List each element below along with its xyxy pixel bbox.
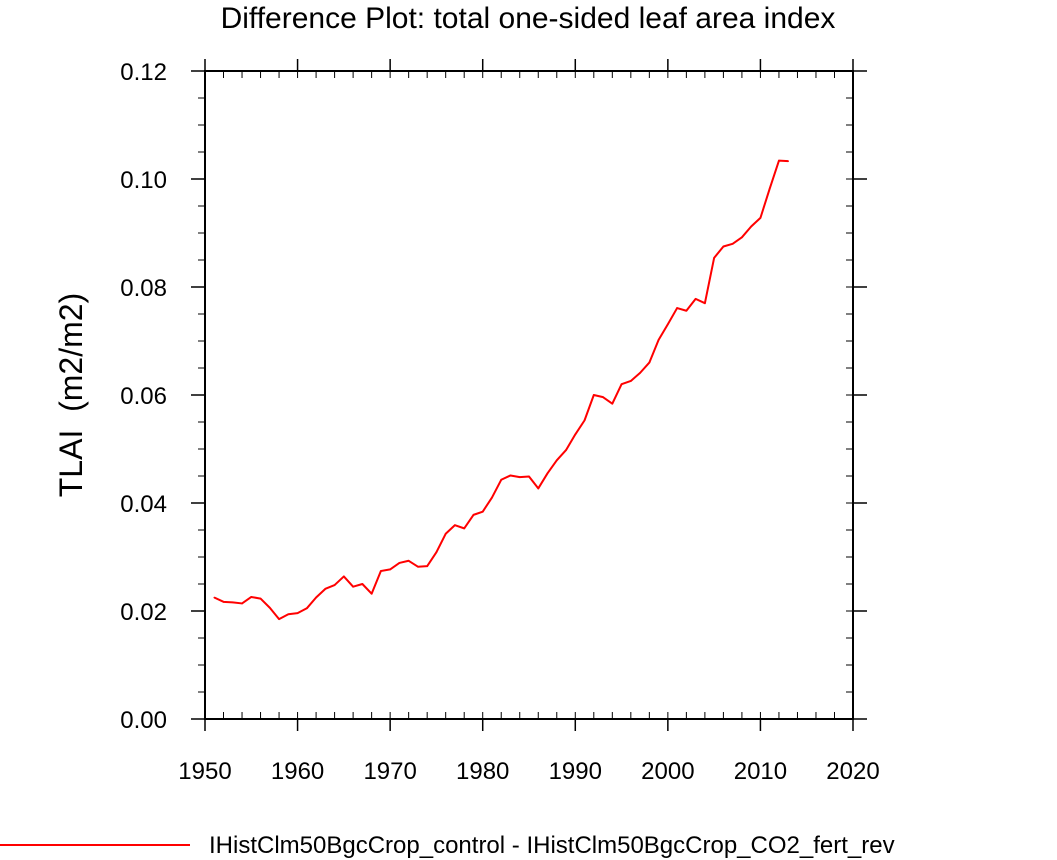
y-minor-ticks <box>198 70 853 720</box>
data-point <box>787 160 789 162</box>
data-point <box>370 592 373 595</box>
data-point <box>435 551 438 553</box>
data-point <box>630 380 632 382</box>
data-point <box>333 584 336 586</box>
data-point <box>741 236 743 239</box>
x-tick-label: 1960 <box>271 758 324 785</box>
data-point <box>454 524 456 526</box>
data-point <box>463 527 466 530</box>
y-tick-label: 0.12 <box>120 59 167 86</box>
data-point <box>731 243 734 245</box>
data-point <box>722 245 725 248</box>
data-point <box>611 402 614 405</box>
data-point <box>491 496 493 499</box>
data-point <box>778 159 780 162</box>
data-point <box>528 475 530 478</box>
x-tick-label: 1980 <box>456 758 509 785</box>
data-point <box>593 394 595 396</box>
series-points <box>213 159 789 620</box>
plot-frame <box>204 70 854 720</box>
x-tick-label: 2020 <box>826 758 879 785</box>
data-point <box>713 257 715 259</box>
data-point <box>667 323 669 326</box>
series-line <box>213 159 789 621</box>
data-point <box>352 585 354 588</box>
x-tick-label: 1950 <box>178 758 231 785</box>
data-point <box>602 396 604 398</box>
data-point <box>509 474 512 477</box>
data-point <box>546 472 549 475</box>
data-point <box>694 298 697 300</box>
data-point <box>704 302 706 305</box>
data-point <box>296 612 299 614</box>
data-point <box>398 562 401 564</box>
data-point <box>444 532 447 535</box>
data-point <box>315 596 317 599</box>
y-tick-label: 0.04 <box>120 491 167 518</box>
data-point <box>639 372 641 374</box>
y-tick-label: 0.06 <box>120 383 167 410</box>
chart-title: Difference Plot: total one-sided leaf ar… <box>221 2 836 35</box>
data-point <box>759 217 762 219</box>
data-point <box>380 570 382 572</box>
legend-label: IHistClm50BgcCrop_control - IHistClm50Bg… <box>209 832 895 859</box>
data-point <box>343 575 345 578</box>
data-point <box>565 449 567 451</box>
data-point <box>472 514 475 516</box>
y-axis-label: TLAI (m2/m2) <box>53 293 89 497</box>
data-point <box>250 596 253 598</box>
data-point <box>278 618 280 620</box>
data-point <box>417 565 419 568</box>
y-tick-label: 0.00 <box>120 707 167 734</box>
data-point <box>583 419 586 422</box>
data-point <box>241 602 243 605</box>
data-point <box>213 596 216 599</box>
data-point <box>259 597 262 600</box>
data-point <box>407 559 410 562</box>
y-axis: 0.00 0.02 0.04 0.06 0.08 0.10 0.12 <box>120 59 867 734</box>
data-point <box>231 601 234 604</box>
data-point <box>500 478 503 481</box>
data-point <box>685 309 688 312</box>
data-point <box>269 606 271 609</box>
x-axis: 1950 1960 1970 1980 1990 2000 2010 2020 <box>178 59 880 785</box>
data-point <box>287 613 290 616</box>
data-point <box>648 361 651 364</box>
x-tick-label: 1990 <box>549 758 602 785</box>
x-tick-label: 2000 <box>641 758 694 785</box>
data-point <box>426 565 428 567</box>
data-point <box>222 601 225 603</box>
data-point <box>389 568 391 571</box>
data-point <box>620 383 623 386</box>
data-point <box>676 307 678 309</box>
data-point <box>768 187 771 190</box>
x-tick-label: 2010 <box>734 758 787 785</box>
data-point <box>537 487 540 490</box>
y-tick-label: 0.10 <box>120 167 167 194</box>
legend: IHistClm50BgcCrop_control - IHistClm50Bg… <box>0 832 895 859</box>
y-tick-label: 0.02 <box>120 599 167 626</box>
data-point <box>361 583 364 585</box>
data-point <box>574 433 577 436</box>
data-point <box>481 510 484 513</box>
data-point <box>555 459 558 462</box>
x-tick-label: 1970 <box>363 758 416 785</box>
data-point <box>750 225 752 228</box>
data-point <box>324 588 327 590</box>
data-point <box>657 339 660 341</box>
data-point <box>306 607 308 610</box>
y-tick-label: 0.08 <box>120 275 167 302</box>
x-minor-ticks <box>204 71 854 719</box>
data-point <box>518 476 521 478</box>
